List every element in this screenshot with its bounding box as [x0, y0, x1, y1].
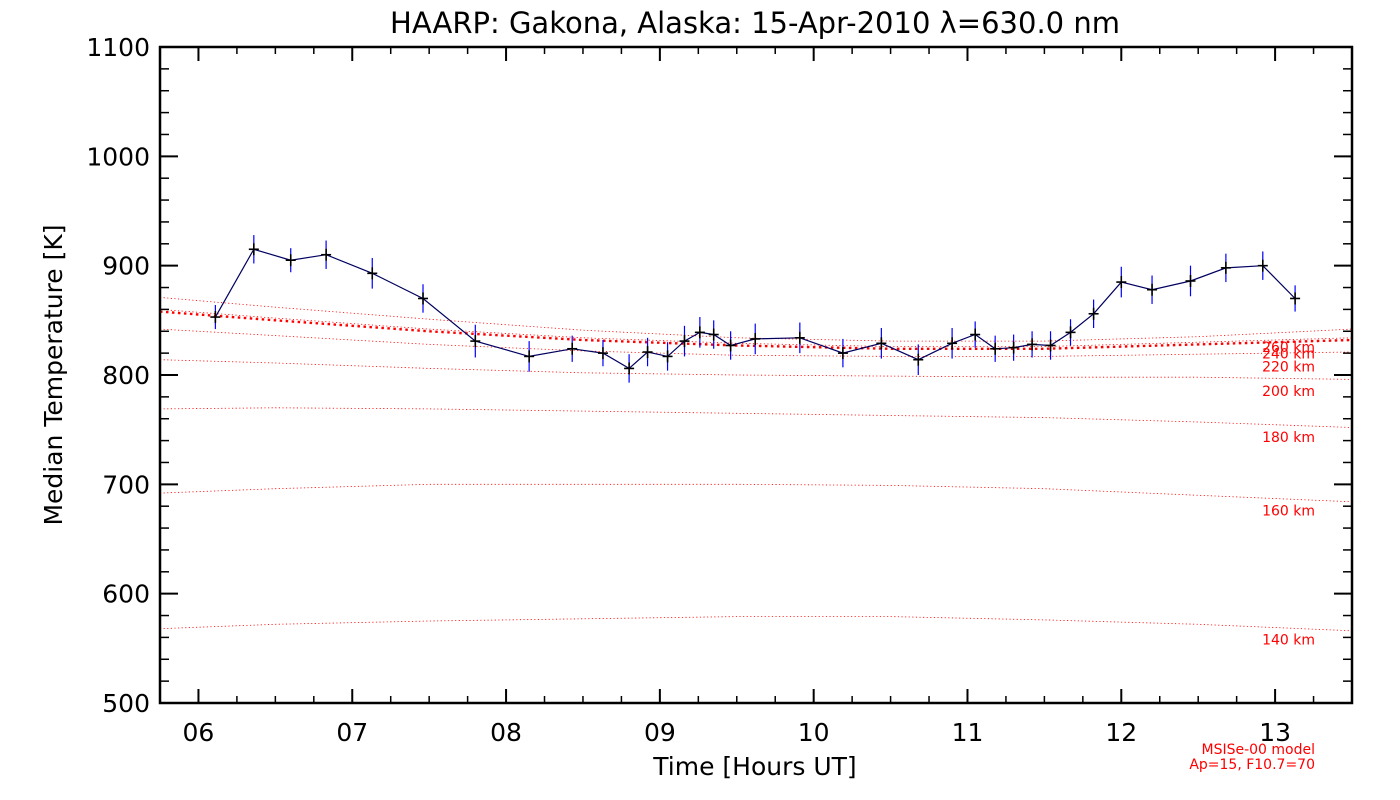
data-point [990, 342, 1001, 355]
y-tick-label: 500 [102, 689, 150, 718]
y-axis-label: Median Temperature [K] [39, 224, 68, 525]
data-point [708, 328, 719, 341]
model-note-line-1: MSISe-00 model [1201, 742, 1315, 758]
data-point [662, 350, 673, 363]
data-series [210, 235, 1301, 383]
data-point [1088, 307, 1099, 320]
model-curve-label: 240 km [1262, 347, 1315, 363]
x-axis-label: Time [Hours UT] [652, 752, 856, 781]
x-tick-label: 09 [644, 718, 676, 747]
y-tick-label: 700 [102, 470, 150, 499]
model-fit-curve [159, 310, 1353, 350]
x-axis: 06 07 08 09 10 11 12 13 [183, 47, 1353, 747]
model-curve-label: 160 km [1262, 504, 1315, 520]
y-tick-label: 800 [102, 361, 150, 390]
data-point [1290, 292, 1301, 305]
data-point [1220, 261, 1231, 274]
model-curve-label: 140 km [1262, 633, 1315, 649]
data-point [1147, 283, 1158, 296]
data-point [321, 248, 332, 261]
model-curve-label: 260 km [1262, 340, 1315, 356]
data-point [418, 292, 429, 305]
model-curve-200-km [159, 359, 1353, 380]
data-point [524, 350, 535, 363]
data-point [750, 332, 761, 345]
model-curve-180-km [159, 407, 1353, 428]
y-tick-label: 600 [102, 580, 150, 609]
x-tick-label: 07 [336, 718, 368, 747]
model-curve-220-km [159, 328, 1353, 357]
data-point [624, 362, 635, 375]
data-point [1027, 338, 1038, 351]
y-tick-label: 900 [102, 252, 150, 281]
data-point [970, 328, 981, 341]
data-line [214, 248, 1296, 370]
data-point [1116, 276, 1127, 289]
data-point [1045, 339, 1056, 352]
data-point [694, 326, 705, 339]
x-tick-label: 10 [798, 718, 830, 747]
model-curve-label: 220 km [1262, 360, 1315, 376]
model-note-line-2: Ap=15, F10.7=70 [1189, 757, 1315, 773]
data-point [725, 339, 736, 352]
x-tick-label: 06 [183, 718, 215, 747]
data-point [1185, 274, 1196, 287]
data-point [470, 335, 481, 348]
y-axis: 500 600 700 800 900 1000 1100 [86, 33, 1352, 718]
data-point [1065, 326, 1076, 339]
model-curve-label: 200 km [1262, 384, 1315, 400]
y-tick-label: 1100 [86, 33, 150, 62]
data-point [679, 335, 690, 348]
plot-frame [158, 45, 1354, 705]
data-point [837, 347, 848, 360]
data-point [913, 353, 924, 366]
data-point [1008, 341, 1019, 354]
data-point [367, 267, 378, 280]
data-point [248, 243, 259, 256]
data-point [567, 342, 578, 355]
data-point [285, 254, 296, 267]
data-point [642, 346, 653, 359]
model-curve-140-km [159, 616, 1353, 632]
model-curve-160-km [159, 483, 1353, 503]
data-point [597, 347, 608, 360]
model-curve-label: 180 km [1262, 430, 1315, 446]
chart-title: HAARP: Gakona, Alaska: 15-Apr-2010 λ=630… [390, 6, 1120, 40]
data-point [947, 337, 958, 350]
data-point [1257, 259, 1268, 272]
data-point [876, 337, 887, 350]
data-point [210, 311, 221, 324]
x-tick-label: 11 [952, 718, 984, 747]
x-tick-label: 13 [1259, 718, 1291, 747]
x-tick-label: 12 [1105, 718, 1137, 747]
x-tick-label: 08 [490, 718, 522, 747]
y-tick-label: 1000 [86, 142, 150, 171]
data-point [794, 331, 805, 344]
